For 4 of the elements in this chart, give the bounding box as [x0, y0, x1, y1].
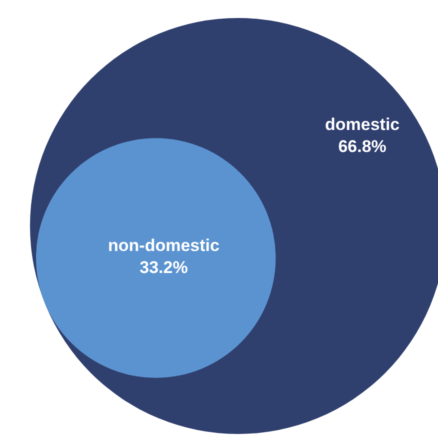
category-label: non-domestic: [108, 236, 220, 255]
category-label: domestic: [325, 115, 400, 134]
data-label: 66.8%: [338, 137, 386, 156]
data-label: 33.2%: [140, 258, 188, 278]
